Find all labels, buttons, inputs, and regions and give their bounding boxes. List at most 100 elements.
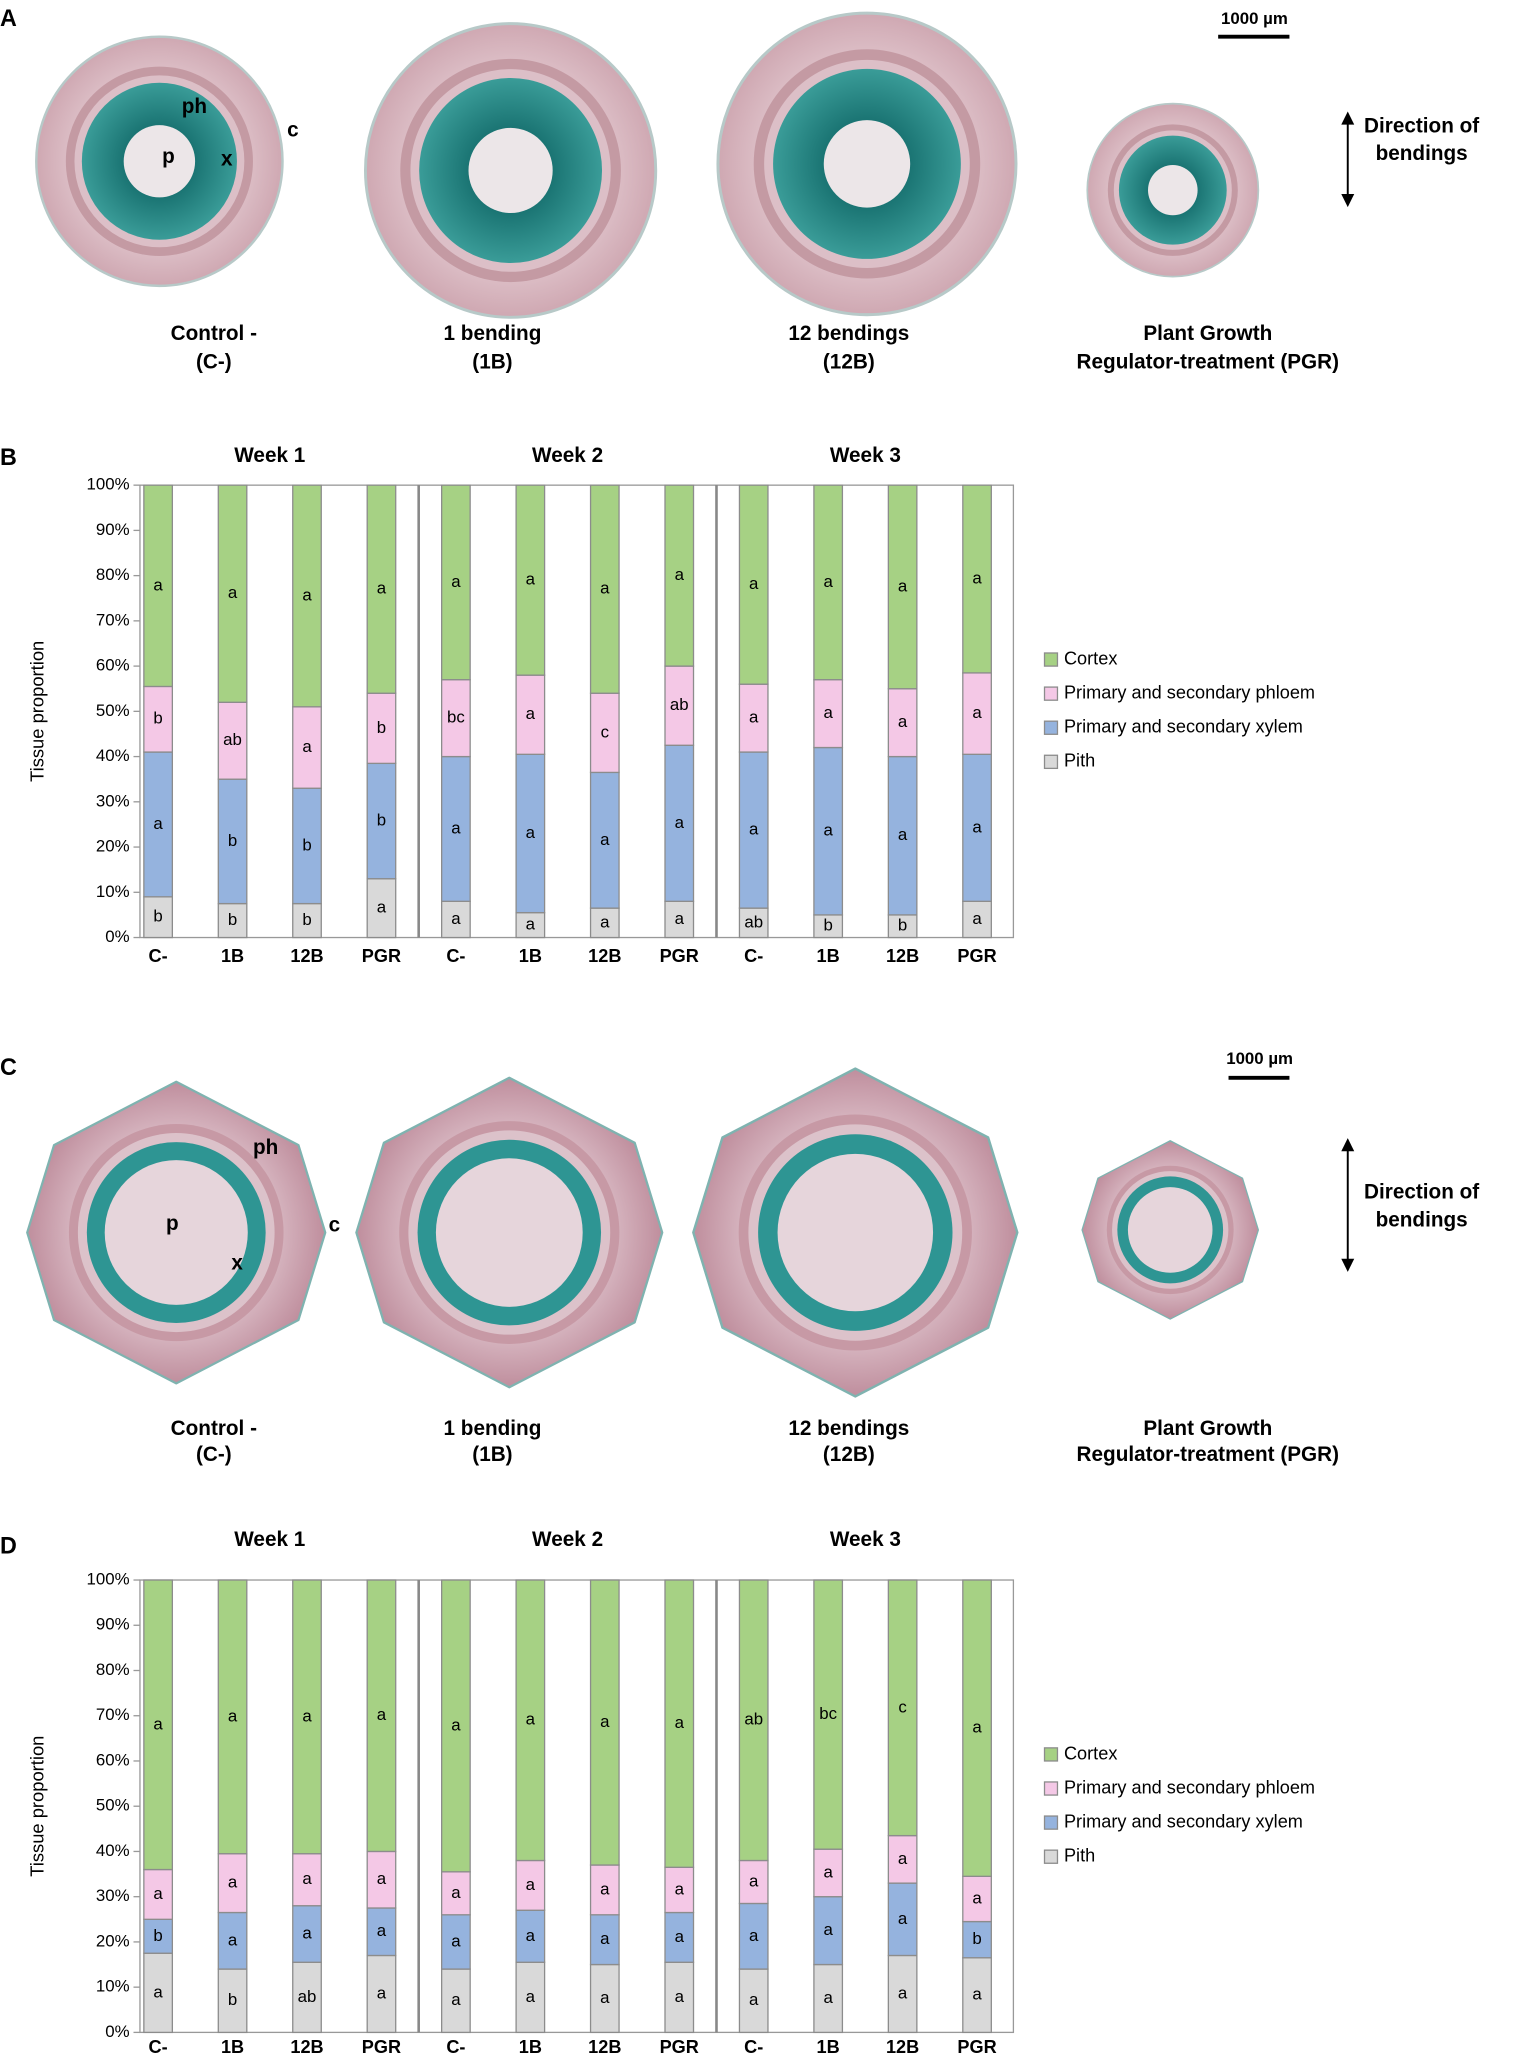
legend-swatch: [1043, 1781, 1059, 1796]
y-tick-label: 80%: [96, 1660, 130, 1679]
bar-segment: [664, 484, 695, 667]
significance-letter: a: [972, 1984, 982, 2003]
significance-letter: a: [898, 1849, 908, 1868]
significance-letter: a: [302, 1869, 312, 1888]
bar-segment: [366, 1579, 397, 1853]
bar-segment: [143, 1952, 174, 2034]
significance-letter: a: [153, 1714, 163, 1733]
bar-segment: [217, 1579, 248, 1855]
bar-segment: [217, 902, 248, 939]
panel-label: A: [0, 5, 17, 31]
significance-letter: a: [377, 1705, 387, 1724]
panel-label: D: [0, 1532, 17, 1558]
significance-letter: a: [675, 1713, 685, 1732]
y-tick-label: 60%: [96, 1750, 130, 1769]
panel-label: B: [0, 444, 17, 470]
legend-label: Cortex: [1064, 1742, 1117, 1763]
bar-segment: [664, 1866, 695, 1914]
tissue-label: p: [162, 145, 175, 168]
direction-label: Direction of: [1364, 115, 1479, 138]
significance-letter: a: [451, 572, 461, 591]
significance-letter: a: [526, 1710, 536, 1729]
significance-letter: a: [302, 585, 312, 604]
bar-segment: [441, 900, 471, 939]
tissue-label: c: [287, 119, 299, 142]
bar-segment: [664, 744, 695, 902]
bar-segment: [887, 1579, 918, 1837]
y-tick-label: 90%: [96, 1615, 130, 1634]
significance-letter: b: [153, 1926, 162, 1945]
significance-letter: a: [600, 912, 610, 931]
micrograph-control: [35, 35, 284, 288]
y-tick-label: 70%: [96, 1705, 130, 1724]
significance-letter: a: [600, 1988, 610, 2007]
bar-segment: [515, 674, 546, 755]
bar-segment: [887, 688, 918, 758]
x-tick-label: 12B: [290, 2036, 323, 2056]
micrograph-caption: Control -: [171, 1417, 257, 1440]
significance-letter: a: [526, 1926, 536, 1945]
x-tick-label: 1B: [519, 945, 542, 966]
significance-letter: a: [526, 704, 536, 723]
significance-letter: a: [972, 817, 982, 836]
legend-label: Primary and secondary phloem: [1064, 681, 1315, 702]
tissue-label: c: [329, 1213, 341, 1236]
bar-segment: [292, 787, 322, 905]
significance-letter: a: [749, 1926, 759, 1945]
x-tick-label: 1B: [519, 2036, 542, 2056]
y-tick-label: 20%: [96, 1931, 130, 1950]
bar-segment: [589, 1579, 620, 1866]
significance-letter: b: [228, 1990, 237, 2009]
bar-segment: [143, 484, 174, 688]
legend-swatch: [1043, 1815, 1059, 1830]
significance-letter: b: [898, 916, 907, 935]
x-tick-label: PGR: [957, 945, 996, 966]
significance-letter: a: [377, 898, 387, 917]
significance-letter: a: [526, 823, 536, 842]
legend-label: Primary and secondary xylem: [1064, 715, 1303, 736]
arrow-head: [1341, 1138, 1355, 1152]
group-label: Week 2: [532, 444, 603, 467]
significance-letter: a: [749, 819, 759, 838]
bar-segment: [589, 1914, 620, 1966]
bar-segment: [441, 679, 471, 758]
y-tick-label: 30%: [96, 791, 130, 810]
significance-letter: b: [302, 835, 311, 854]
bar-segment: [738, 1579, 769, 1862]
arrow-head: [1341, 194, 1355, 208]
significance-letter: a: [228, 1706, 238, 1725]
micrograph-caption: 1 bending: [444, 1417, 542, 1440]
y-tick-label: 50%: [96, 1796, 130, 1815]
y-tick-label: 40%: [96, 746, 130, 765]
significance-letter: b: [228, 831, 237, 850]
micrograph-pgr: [1086, 102, 1260, 278]
bar-segment: [366, 484, 397, 694]
micrograph-caption: 1 bending: [444, 322, 542, 345]
bar-segment: [589, 907, 620, 939]
bar-segment: [962, 484, 992, 674]
bar-segment: [589, 692, 620, 774]
legend-swatch: [1043, 652, 1059, 667]
bar-segment: [292, 1579, 322, 1855]
significance-letter: a: [972, 568, 982, 587]
bar-segment: [366, 878, 397, 939]
micrograph-caption: Regulator-treatment (PGR): [1077, 1443, 1339, 1466]
y-axis-title: Tissue proportion: [27, 641, 48, 782]
x-tick-label: PGR: [660, 2036, 699, 2056]
micrograph-caption: (1B): [472, 1443, 512, 1466]
y-tick-label: 30%: [96, 1886, 130, 1905]
bar-segment: [143, 751, 174, 898]
y-tick-label: 80%: [96, 565, 130, 584]
legend-swatch: [1043, 720, 1059, 735]
significance-letter: a: [377, 1869, 387, 1888]
significance-letter: a: [823, 1988, 833, 2007]
bar-segment: [217, 778, 248, 905]
bar-segment: [813, 484, 844, 681]
y-tick-label: 70%: [96, 610, 130, 629]
y-tick-label: 10%: [96, 882, 130, 901]
significance-letter: a: [675, 909, 685, 928]
y-tick-label: 20%: [96, 836, 130, 855]
significance-letter: a: [972, 1718, 982, 1737]
significance-letter: a: [823, 1862, 833, 1881]
